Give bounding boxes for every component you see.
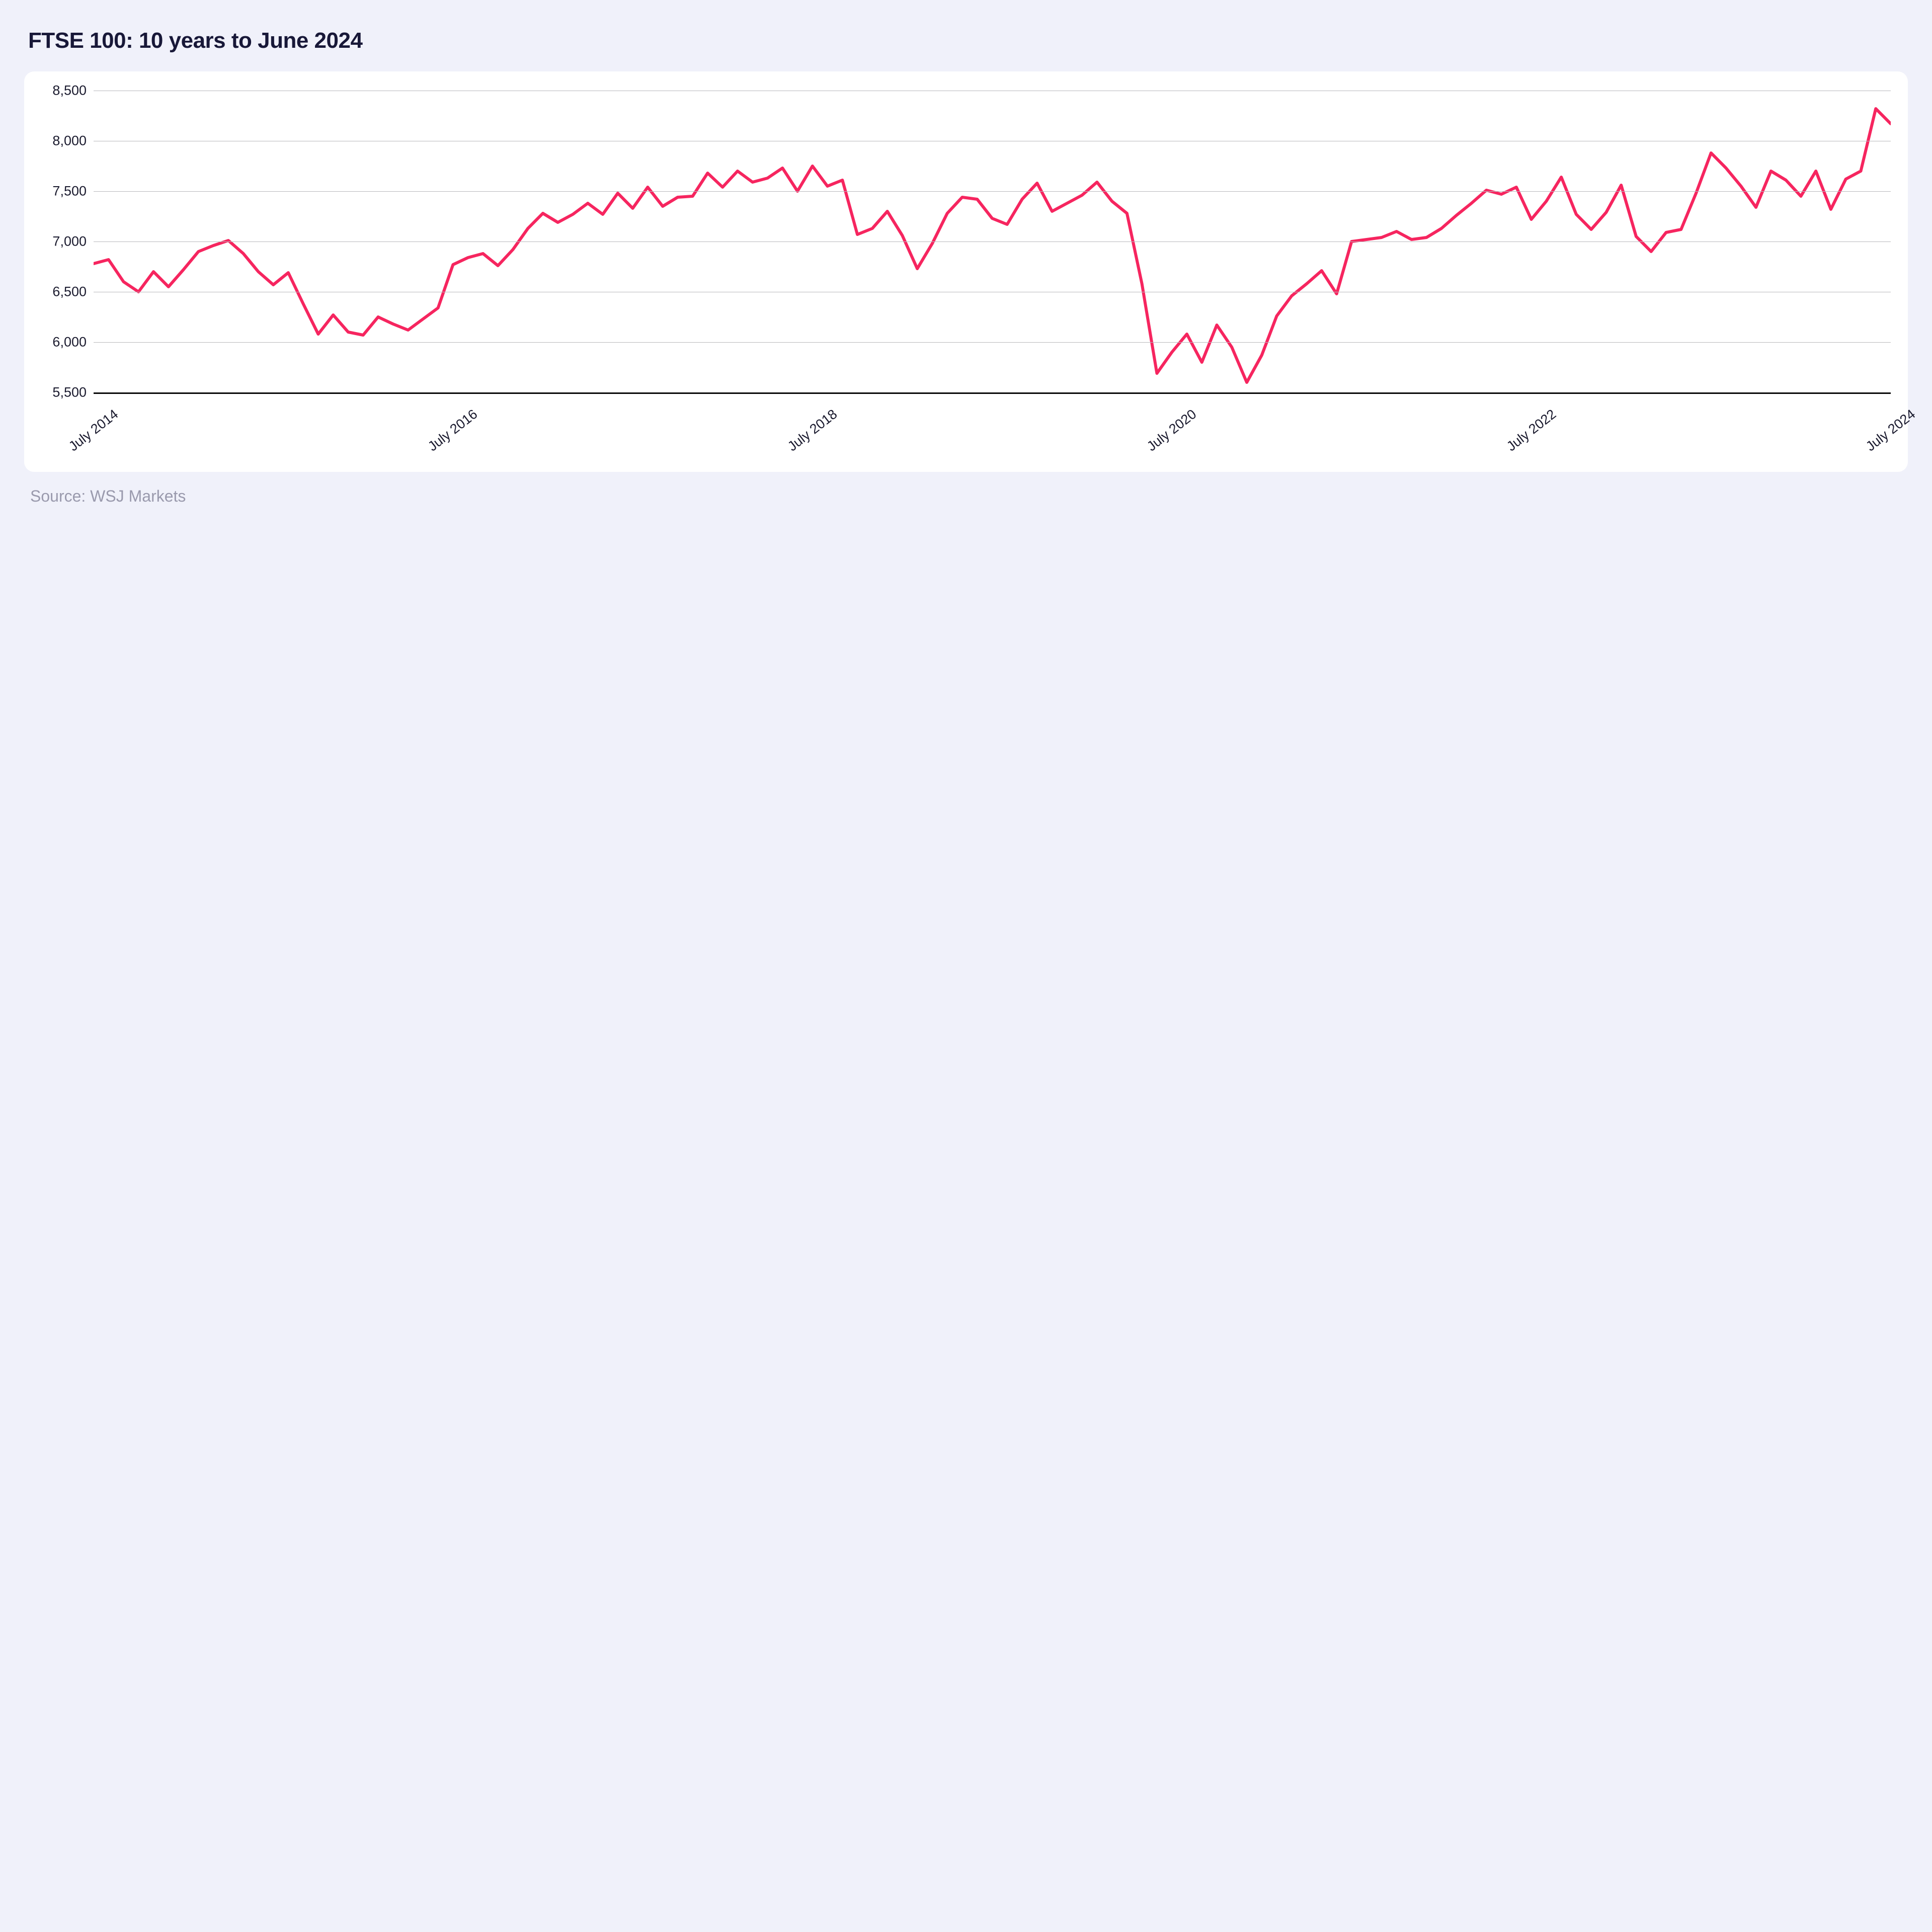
chart-title: FTSE 100: 10 years to June 2024 [28, 28, 1908, 53]
grid-line [94, 191, 1891, 192]
y-tick-label: 5,500 [52, 386, 87, 399]
plot [94, 91, 1891, 392]
x-axis-line [94, 392, 1891, 394]
source-text: Source: WSJ Markets [30, 487, 1908, 506]
y-axis: 8,5008,0007,5007,0006,5006,0005,500 [41, 91, 94, 392]
x-tick-label: July 2018 [785, 407, 840, 455]
x-tick-label: July 2022 [1504, 407, 1559, 455]
plot-area: 8,5008,0007,5007,0006,5006,0005,500 [41, 91, 1891, 392]
x-tick-label: July 2024 [1863, 407, 1918, 455]
y-tick-label: 6,000 [52, 336, 87, 349]
x-axis: July 2014July 2016July 2018July 2020July… [94, 396, 1891, 457]
x-tick-label: July 2016 [425, 407, 480, 455]
x-tick-label: July 2014 [66, 407, 121, 455]
y-tick-label: 7,500 [52, 185, 87, 198]
y-tick-label: 6,500 [52, 285, 87, 299]
y-tick-label: 8,000 [52, 134, 87, 148]
grid-line [94, 342, 1891, 343]
y-tick-label: 8,500 [52, 84, 87, 98]
chart-card: 8,500 8,000 7,500 7,000 6,500 6,000 5,500 July… [24, 71, 1908, 472]
y-tick-label: 7,000 [52, 235, 87, 249]
x-tick-label: July 2020 [1144, 407, 1199, 455]
series-line [94, 109, 1891, 382]
